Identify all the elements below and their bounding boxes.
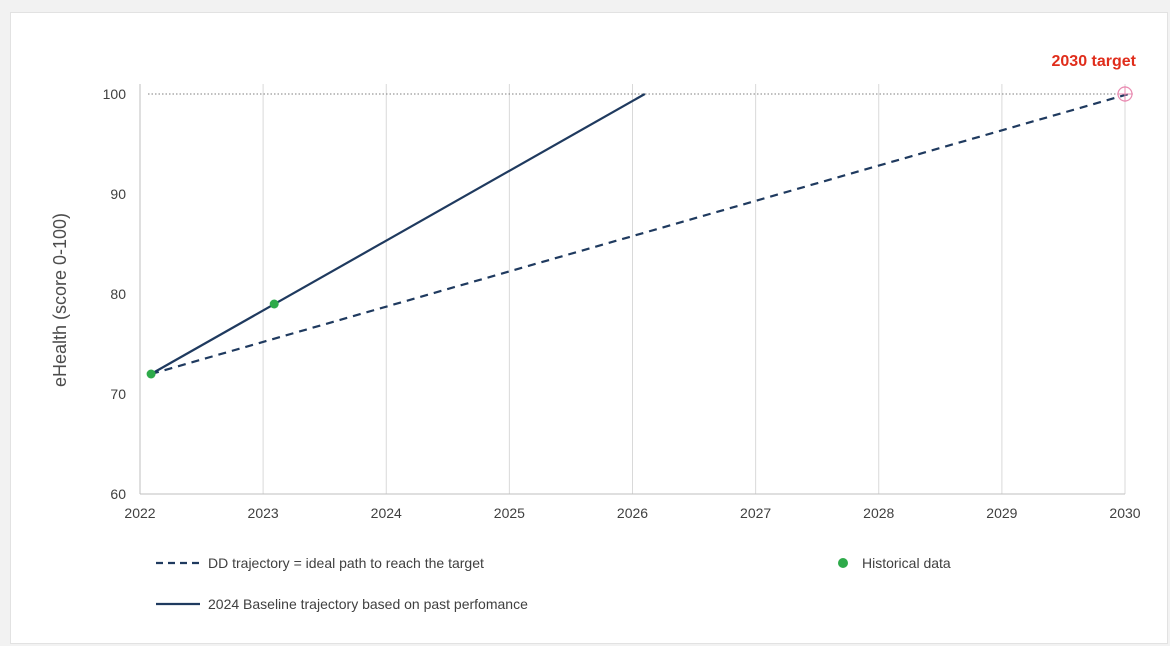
x-tick-label: 2030 (1109, 505, 1140, 521)
target-label: 2030 target (1052, 53, 1137, 70)
y-tick-label: 80 (110, 286, 126, 302)
chart-frame (10, 12, 1168, 644)
dd-trajectory-line (150, 92, 1129, 376)
historical-data-point (269, 299, 279, 309)
x-tick-label: 2025 (494, 505, 525, 521)
legend-label: 2024 Baseline trajectory based on past p… (208, 596, 528, 612)
x-tick-label: 2026 (617, 505, 648, 521)
legend-dot-swatch (838, 558, 848, 568)
baseline-trajectory-line (150, 93, 646, 375)
historical-data-point (146, 369, 156, 379)
x-tick-label: 2028 (863, 505, 894, 521)
x-tick-label: 2029 (986, 505, 1017, 521)
x-tick-label: 2023 (248, 505, 279, 521)
y-axis-title: eHealth (score 0-100) (50, 213, 70, 387)
series-lines (146, 86, 1133, 379)
y-tick-label: 90 (110, 186, 126, 202)
legend-label: Historical data (862, 555, 951, 571)
grid-lines (148, 84, 1126, 494)
legend: DD trajectory = ideal path to reach the … (156, 555, 951, 612)
y-tick-label: 100 (103, 86, 127, 102)
axes (139, 84, 1125, 495)
tick-labels: 2022 2023 2024 2025 2026 2027 2028 2029 2030 60 70… (103, 86, 1141, 521)
x-tick-label: 2022 (124, 505, 155, 521)
y-tick-label: 70 (110, 386, 126, 402)
legend-label: DD trajectory = ideal path to reach the … (208, 555, 484, 571)
x-tick-label: 2024 (371, 505, 402, 521)
x-tick-label: 2027 (740, 505, 771, 521)
y-tick-label: 60 (110, 486, 126, 502)
